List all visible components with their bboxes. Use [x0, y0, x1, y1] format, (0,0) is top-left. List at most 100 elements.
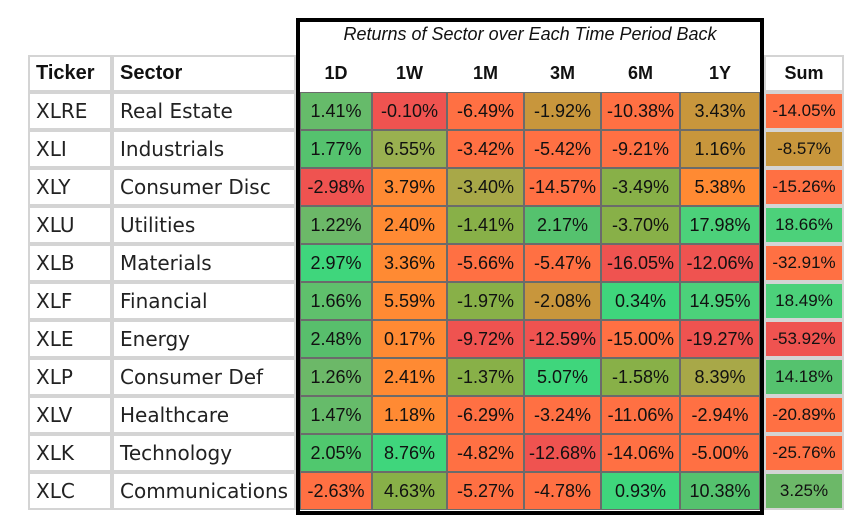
return-cell-xlre-1m: -6.49%: [447, 92, 524, 130]
return-cell-xli-1d: 1.77%: [300, 130, 372, 168]
return-cell-xlp-1m: -1.37%: [447, 358, 524, 396]
sector-cell-xlb: Materials: [112, 244, 296, 282]
return-cell-xlv-1m: -6.29%: [447, 396, 524, 434]
return-cell-xlk-1w: 8.76%: [372, 434, 447, 472]
return-cell-xlb-3m: -5.47%: [524, 244, 601, 282]
return-cell-xlk-1d: 2.05%: [300, 434, 372, 472]
ticker-cell-xlre: XLRE: [28, 92, 112, 130]
return-cell-xlu-1d: 1.22%: [300, 206, 372, 244]
return-cell-xlv-6m: -11.06%: [601, 396, 680, 434]
sum-cell-xlu: 18.66%: [764, 206, 844, 244]
sum-cell-xlp: 14.18%: [764, 358, 844, 396]
return-cell-xlp-1w: 2.41%: [372, 358, 447, 396]
sector-cell-xlp: Consumer Def: [112, 358, 296, 396]
sum-cell-xlc: 3.25%: [764, 472, 844, 510]
sector-cell-xly: Consumer Disc: [112, 168, 296, 206]
return-cell-xlp-1y: 8.39%: [680, 358, 760, 396]
return-cell-xle-1w: 0.17%: [372, 320, 447, 358]
return-cell-xly-1w: 3.79%: [372, 168, 447, 206]
return-cell-xlf-3m: -2.08%: [524, 282, 601, 320]
return-cell-xlp-1d: 1.26%: [300, 358, 372, 396]
return-cell-xly-3m: -14.57%: [524, 168, 601, 206]
return-cell-xli-1m: -3.42%: [447, 130, 524, 168]
return-cell-xlf-1m: -1.97%: [447, 282, 524, 320]
return-cell-xlc-3m: -4.78%: [524, 472, 601, 510]
sum-cell-xli: -8.57%: [764, 130, 844, 168]
return-cell-xlre-1y: 3.43%: [680, 92, 760, 130]
sector-cell-xlc: Communications: [112, 472, 296, 510]
return-cell-xlre-6m: -10.38%: [601, 92, 680, 130]
return-cell-xle-6m: -15.00%: [601, 320, 680, 358]
sum-cell-xlre: -14.05%: [764, 92, 844, 130]
return-cell-xlu-1w: 2.40%: [372, 206, 447, 244]
return-cell-xlv-1d: 1.47%: [300, 396, 372, 434]
sum-cell-xlk: -25.76%: [764, 434, 844, 472]
sector-cell-xlf: Financial: [112, 282, 296, 320]
chart-title: Returns of Sector over Each Time Period …: [343, 24, 717, 44]
return-cell-xlu-3m: 2.17%: [524, 206, 601, 244]
return-cell-xlc-1d: -2.63%: [300, 472, 372, 510]
period-header-6m: 6M: [627, 63, 653, 83]
sector-cell-xlu: Utilities: [112, 206, 296, 244]
sum-cell-xlv: -20.89%: [764, 396, 844, 434]
return-cell-xle-1d: 2.48%: [300, 320, 372, 358]
return-cell-xlf-1d: 1.66%: [300, 282, 372, 320]
ticker-cell-xlv: XLV: [28, 396, 112, 434]
ticker-cell-xlu: XLU: [28, 206, 112, 244]
period-header-3m: 3M: [549, 63, 575, 83]
return-cell-xlu-6m: -3.70%: [601, 206, 680, 244]
return-cell-xlc-6m: 0.93%: [601, 472, 680, 510]
return-cell-xlb-1m: -5.66%: [447, 244, 524, 282]
return-cell-xlv-1w: 1.18%: [372, 396, 447, 434]
return-cell-xle-1y: -19.27%: [680, 320, 760, 358]
return-cell-xly-1y: 5.38%: [680, 168, 760, 206]
ticker-header: Ticker: [28, 55, 112, 92]
return-cell-xlre-1d: 1.41%: [300, 92, 372, 130]
return-cell-xlk-6m: -14.06%: [601, 434, 680, 472]
ticker-cell-xly: XLY: [28, 168, 112, 206]
ticker-cell-xlk: XLK: [28, 434, 112, 472]
return-cell-xlre-1w: -0.10%: [372, 92, 447, 130]
return-cell-xlu-1y: 17.98%: [680, 206, 760, 244]
period-header-1d: 1D: [324, 63, 348, 83]
sector-cell-xlv: Healthcare: [112, 396, 296, 434]
ticker-cell-xlb: XLB: [28, 244, 112, 282]
return-cell-xlk-1y: -5.00%: [680, 434, 760, 472]
return-cell-xli-6m: -9.21%: [601, 130, 680, 168]
sector-cell-xli: Industrials: [112, 130, 296, 168]
sector-cell-xlk: Technology: [112, 434, 296, 472]
return-cell-xlb-6m: -16.05%: [601, 244, 680, 282]
period-header-1w: 1W: [396, 63, 423, 83]
ticker-cell-xlf: XLF: [28, 282, 112, 320]
return-cell-xli-3m: -5.42%: [524, 130, 601, 168]
return-cell-xly-1d: -2.98%: [300, 168, 372, 206]
ticker-cell-xli: XLI: [28, 130, 112, 168]
period-header-1y: 1Y: [708, 63, 732, 83]
return-cell-xlf-6m: 0.34%: [601, 282, 680, 320]
sector-header: Sector: [112, 55, 296, 92]
sum-cell-xly: -15.26%: [764, 168, 844, 206]
sum-cell-xlb: -32.91%: [764, 244, 844, 282]
return-cell-xlc-1y: 10.38%: [680, 472, 760, 510]
sector-cell-xle: Energy: [112, 320, 296, 358]
return-cell-xlp-6m: -1.58%: [601, 358, 680, 396]
return-cell-xlf-1y: 14.95%: [680, 282, 760, 320]
sector-cell-xlre: Real Estate: [112, 92, 296, 130]
return-cell-xly-6m: -3.49%: [601, 168, 680, 206]
return-cell-xlk-1m: -4.82%: [447, 434, 524, 472]
return-cell-xlk-3m: -12.68%: [524, 434, 601, 472]
return-cell-xlb-1d: 2.97%: [300, 244, 372, 282]
return-cell-xlc-1m: -5.27%: [447, 472, 524, 510]
return-cell-xlf-1w: 5.59%: [372, 282, 447, 320]
return-cell-xlp-3m: 5.07%: [524, 358, 601, 396]
return-cell-xle-3m: -12.59%: [524, 320, 601, 358]
return-cell-xli-1w: 6.55%: [372, 130, 447, 168]
ticker-cell-xlc: XLC: [28, 472, 112, 510]
return-cell-xly-1m: -3.40%: [447, 168, 524, 206]
return-cell-xlb-1w: 3.36%: [372, 244, 447, 282]
return-cell-xlre-3m: -1.92%: [524, 92, 601, 130]
return-cell-xlv-3m: -3.24%: [524, 396, 601, 434]
return-cell-xli-1y: 1.16%: [680, 130, 760, 168]
return-cell-xlv-1y: -2.94%: [680, 396, 760, 434]
sum-cell-xlf: 18.49%: [764, 282, 844, 320]
